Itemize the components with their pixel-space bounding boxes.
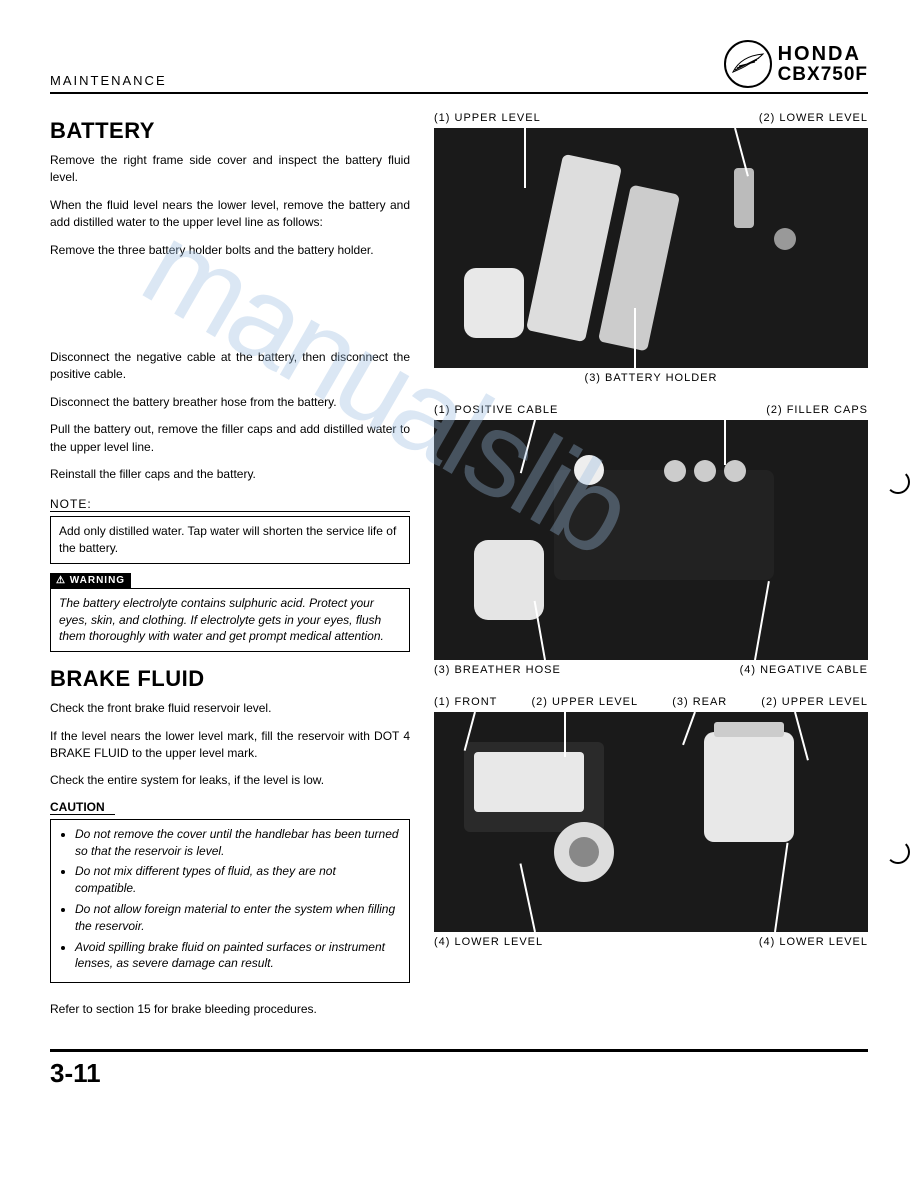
note-box: Add only distilled water. Tap water will… [50, 516, 410, 564]
fig2-label-positive: (1) POSITIVE CABLE [434, 404, 558, 416]
footer: 3-11 [50, 1049, 868, 1089]
fig3-label-lower1: (4) LOWER LEVEL [434, 936, 543, 948]
caution-1: Do not remove the cover until the handle… [75, 826, 399, 860]
brake-heading: BRAKE FLUID [50, 666, 410, 692]
caution-label: CAUTION [50, 800, 410, 814]
brake-p4: Refer to section 15 for brake bleeding p… [50, 1001, 410, 1018]
figure-1: (1) UPPER LEVEL (2) LOWER LEVEL (3) BATT… [434, 112, 868, 384]
caution-4: Avoid spilling brake fluid on painted su… [75, 939, 399, 973]
battery-p3: Remove the three battery holder bolts an… [50, 242, 410, 259]
battery-p5: Disconnect the battery breather hose fro… [50, 394, 410, 411]
fig3-label-upper2: (2) UPPER LEVEL [761, 696, 868, 708]
fig2-image [434, 420, 868, 660]
note-label: NOTE: [50, 497, 410, 511]
fig1-label-lower: (2) LOWER LEVEL [759, 112, 868, 124]
brake-p1: Check the front brake fluid reservoir le… [50, 700, 410, 717]
brake-p3: Check the entire system for leaks, if th… [50, 772, 410, 789]
fig3-label-rear: (3) REAR [672, 696, 727, 708]
model-name: CBX750F [778, 65, 868, 85]
page-header: MAINTENANCE HONDA CBX750F [50, 40, 868, 94]
battery-p7: Reinstall the filler caps and the batter… [50, 466, 410, 483]
brand-block: HONDA CBX750F [724, 40, 868, 88]
page-number: 3-11 [50, 1058, 101, 1088]
fig2-label-filler: (2) FILLER CAPS [766, 404, 868, 416]
battery-p1: Remove the right frame side cover and in… [50, 152, 410, 187]
fig3-label-front: (1) FRONT [434, 696, 497, 708]
fig1-label-holder: (3) BATTERY HOLDER [585, 372, 718, 384]
page-curl-icon [886, 840, 910, 864]
battery-heading: BATTERY [50, 118, 410, 144]
fig3-image [434, 712, 868, 932]
page-curl-icon [886, 470, 910, 494]
fig1-label-upper: (1) UPPER LEVEL [434, 112, 541, 124]
fig1-image [434, 128, 868, 368]
battery-p4: Disconnect the negative cable at the bat… [50, 349, 410, 384]
warning-tag: ⚠ WARNING [50, 573, 131, 588]
fig3-label-lower2: (4) LOWER LEVEL [759, 936, 868, 948]
caution-3: Do not allow foreign material to enter t… [75, 901, 399, 935]
brand-name: HONDA [778, 44, 868, 65]
figure-2: (1) POSITIVE CABLE (2) FILLER CAPS (3) B… [434, 404, 868, 676]
caution-box: Do not remove the cover until the handle… [50, 819, 410, 983]
warning-box: The battery electrolyte contains sulphur… [50, 588, 410, 652]
fig2-label-breather: (3) BREATHER HOSE [434, 664, 561, 676]
caution-2: Do not mix different types of fluid, as … [75, 863, 399, 897]
fig3-label-upper1: (2) UPPER LEVEL [531, 696, 638, 708]
honda-wing-icon [724, 40, 772, 88]
left-column: BATTERY Remove the right frame side cove… [50, 112, 410, 1029]
figure-3: (1) FRONT (2) UPPER LEVEL (3) REAR (2) U… [434, 696, 868, 948]
section-label: MAINTENANCE [50, 73, 167, 88]
brake-p2: If the level nears the lower level mark,… [50, 728, 410, 763]
battery-p2: When the fluid level nears the lower lev… [50, 197, 410, 232]
right-column: (1) UPPER LEVEL (2) LOWER LEVEL (3) BATT… [434, 112, 868, 1029]
fig2-label-negative: (4) NEGATIVE CABLE [740, 664, 868, 676]
battery-p6: Pull the battery out, remove the filler … [50, 421, 410, 456]
